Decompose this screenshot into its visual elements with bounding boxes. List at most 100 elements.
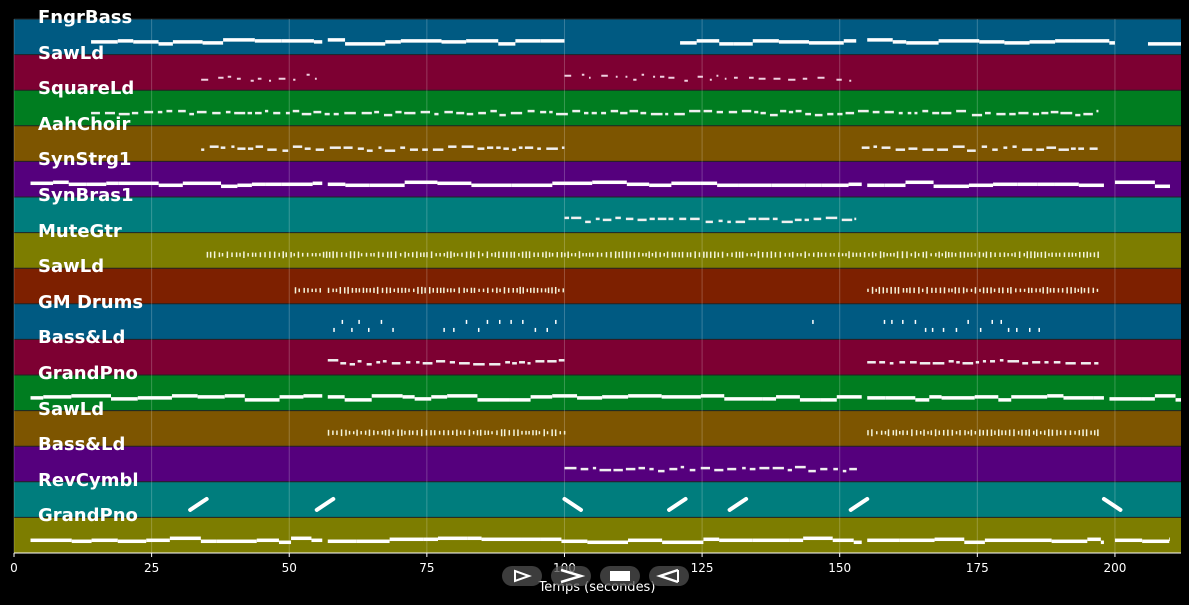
note-segment: [91, 40, 118, 44]
note-segment: [404, 180, 438, 185]
note-segment: [467, 536, 482, 541]
note-segment: [435, 253, 437, 257]
note-segment: [281, 39, 314, 43]
note-segment: [1006, 287, 1009, 293]
note-segment: [482, 288, 485, 293]
note-segment: [1019, 288, 1022, 293]
note-segment: [1029, 40, 1056, 44]
rewind-button[interactable]: [649, 566, 689, 586]
note-segment: [1060, 111, 1073, 115]
note-segment: [269, 79, 272, 82]
note-segment: [678, 252, 680, 258]
note-segment: [370, 253, 372, 257]
note-segment: [578, 251, 581, 259]
note-segment: [329, 146, 341, 149]
play-button[interactable]: [502, 566, 542, 586]
note-segment: [1043, 430, 1046, 436]
note-segment: [716, 110, 723, 114]
note-segment: [1061, 288, 1064, 293]
note-segment: [393, 288, 396, 293]
note-segment: [875, 288, 877, 292]
note-segment: [919, 431, 922, 435]
note-segment: [555, 319, 557, 324]
note-segment: [836, 78, 842, 81]
note-segment: [426, 252, 428, 258]
note-segment: [257, 77, 262, 80]
note-segment: [503, 287, 506, 294]
note-segment: [466, 288, 468, 293]
note-segment: [526, 288, 529, 293]
note-segment: [967, 319, 969, 324]
note-segment: [848, 251, 850, 259]
note-segment: [719, 42, 734, 46]
note-segment: [883, 252, 885, 258]
note-segment: [1058, 148, 1069, 151]
note-segment: [879, 251, 882, 259]
note-segment: [477, 327, 480, 332]
note-segment: [355, 288, 357, 293]
note-segment: [700, 181, 718, 186]
note-segment: [347, 286, 349, 294]
note-segment: [1036, 252, 1039, 258]
note-segment: [478, 288, 480, 292]
note-segment: [547, 287, 550, 294]
note-segment: [315, 288, 317, 293]
note-segment: [998, 287, 1000, 293]
note-segment: [941, 111, 952, 115]
note-segment: [554, 429, 557, 437]
note-segment: [463, 430, 466, 435]
note-segment: [1011, 253, 1013, 257]
stop-button[interactable]: [600, 566, 640, 586]
note-segment: [1047, 429, 1050, 437]
note-segment: [935, 287, 937, 293]
note-segment: [487, 287, 489, 294]
note-segment: [1041, 111, 1049, 115]
note-segment: [1063, 396, 1094, 400]
note-segment: [478, 111, 486, 115]
note-segment: [432, 148, 444, 151]
note-segment: [453, 288, 456, 293]
note-segment: [968, 183, 994, 188]
note-segment: [812, 319, 814, 324]
note-segment: [91, 111, 100, 115]
note-segment: [994, 430, 996, 435]
note-segment: [453, 327, 455, 332]
note-segment: [820, 252, 823, 257]
note-segment: [820, 398, 837, 402]
note-segment: [648, 251, 650, 259]
note-segment: [223, 38, 255, 42]
note-segment: [158, 42, 173, 46]
note-segment: [967, 431, 970, 435]
note-segment: [477, 398, 510, 402]
note-segment: [384, 149, 396, 152]
note-segment: [915, 430, 918, 436]
note-segment: [1048, 253, 1050, 257]
note-segment: [333, 112, 339, 116]
note-segment: [1000, 319, 1003, 324]
note-segment: [754, 110, 759, 114]
note-segment: [1001, 430, 1003, 436]
note-segment: [997, 429, 1000, 437]
note-segment: [390, 251, 393, 258]
note-segment: [324, 112, 330, 116]
note-segment: [496, 430, 498, 436]
note-segment: [889, 362, 894, 365]
note-segment: [1016, 327, 1018, 332]
note-segment: [829, 252, 832, 257]
note-segment: [879, 361, 886, 364]
note-segment: [394, 251, 397, 259]
note-segment: [938, 430, 941, 435]
note-segment: [213, 251, 216, 259]
note-segment: [854, 217, 857, 221]
note-segment: [727, 467, 737, 471]
note-segment: [552, 181, 593, 186]
note-segment: [237, 183, 252, 188]
note-segment: [1007, 253, 1009, 257]
note-segment: [307, 288, 309, 293]
note-segment: [1046, 287, 1049, 294]
note-segment: [376, 286, 379, 294]
note-segment: [399, 253, 402, 257]
note-segment: [1070, 287, 1072, 294]
fast-forward-button[interactable]: [551, 566, 591, 586]
note-segment: [633, 78, 637, 81]
